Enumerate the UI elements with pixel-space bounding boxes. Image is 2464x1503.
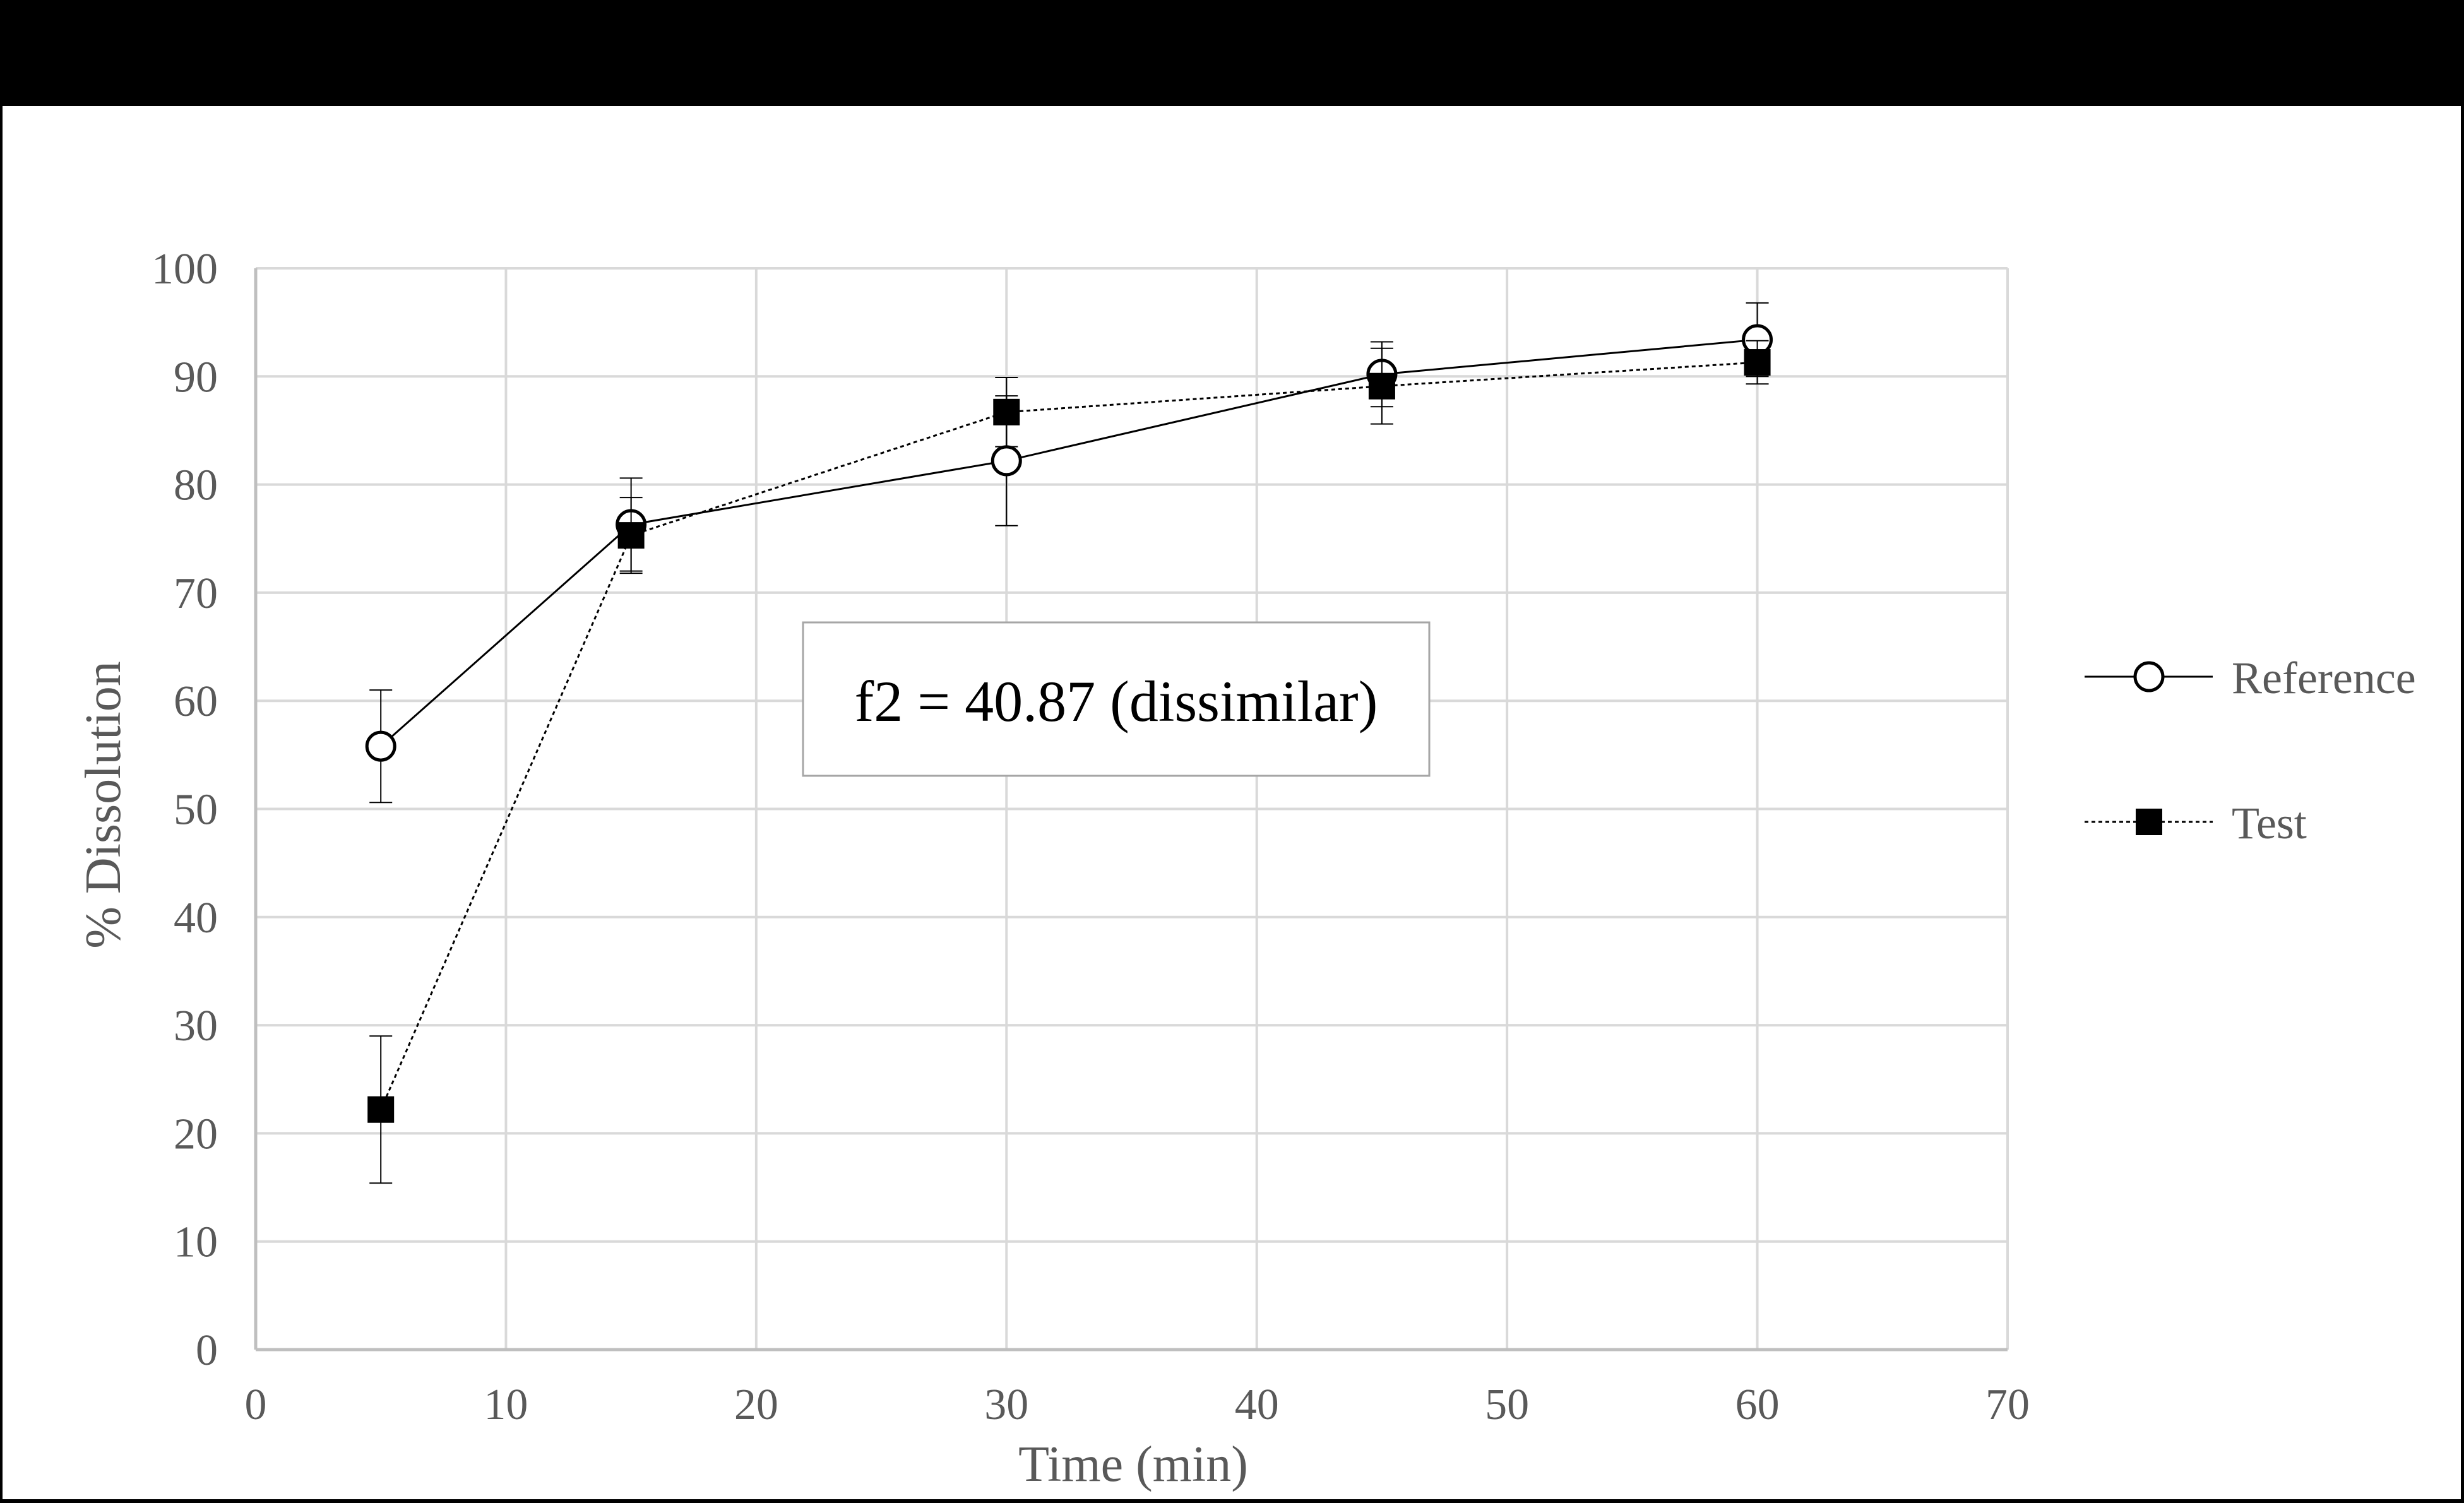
header-band: [0, 0, 2464, 104]
legend-marker-reference: [2133, 661, 2165, 692]
y-tick-label: 60: [174, 677, 218, 726]
y-tick-label: 10: [174, 1218, 218, 1267]
x-tick-label: 40: [1235, 1381, 1279, 1429]
x-axis-title: Time (min): [1018, 1437, 1248, 1492]
axes: 0 10 20 30 40 50 60 70 80 90 100 0 10 20 30 40 50 60 70: [152, 245, 2030, 1429]
x-tick-label: 0: [245, 1381, 267, 1429]
y-tick-label: 100: [152, 245, 218, 294]
y-axis-title: % Dissolution: [76, 661, 131, 949]
annotation-box: [802, 621, 1431, 777]
x-tick-label: 70: [1985, 1381, 2030, 1429]
x-tick-label: 10: [484, 1381, 528, 1429]
x-tick-label: 50: [1485, 1381, 1529, 1429]
series-test: [367, 340, 1771, 1184]
y-tick-label: 30: [174, 1002, 218, 1050]
y-tick-label: 70: [174, 569, 218, 618]
series: [365, 302, 1773, 1184]
y-tick-label: 0: [196, 1326, 218, 1375]
data-point-test: [367, 1096, 395, 1123]
grid: [254, 267, 2009, 1351]
data-point-test: [993, 398, 1020, 425]
y-tick-label: 50: [174, 786, 218, 835]
data-point-reference: [991, 445, 1022, 477]
data-point-test: [617, 522, 645, 549]
annotation: f2 = 40.87 (dissimilar): [802, 621, 1431, 777]
annotation-text: f2 = 40.87 (dissimilar): [855, 669, 1378, 734]
legend-label-reference: Reference: [2232, 653, 2416, 703]
data-point-test: [1368, 372, 1395, 400]
data-point-test: [1744, 349, 1771, 376]
y-tick-label: 80: [174, 461, 218, 510]
legend-label-test: Test: [2232, 798, 2307, 848]
data-point-reference: [365, 730, 396, 762]
x-tick-label: 20: [734, 1381, 778, 1429]
y-tick-label: 40: [174, 894, 218, 942]
y-tick-label: 20: [174, 1110, 218, 1158]
figure-frame: [0, 102, 2464, 1503]
x-tick-label: 30: [984, 1381, 1028, 1429]
y-tick-label: 90: [174, 353, 218, 401]
legend: Reference Test: [2085, 653, 2416, 848]
legend-marker-test: [2136, 809, 2162, 835]
x-tick-label: 60: [1735, 1381, 1780, 1429]
